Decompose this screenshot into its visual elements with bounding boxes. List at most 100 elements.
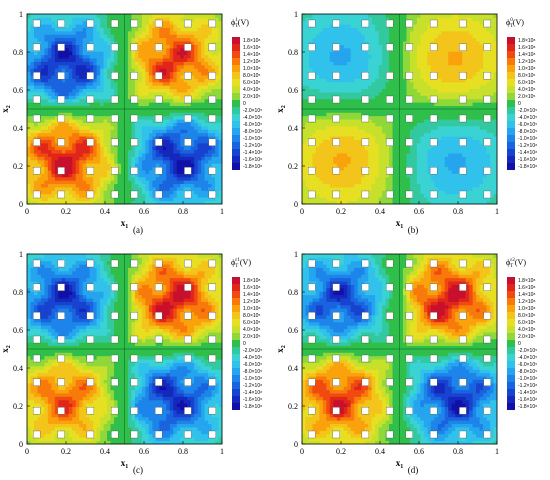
- contour-cell: [141, 180, 146, 185]
- contour-cell: [322, 95, 327, 100]
- contour-cell: [319, 163, 324, 168]
- contour-cell: [30, 68, 35, 73]
- contour-cell: [40, 197, 45, 201]
- contour-cell: [183, 122, 188, 127]
- contour-cell: [197, 112, 202, 117]
- inclusion-square: [184, 43, 192, 51]
- contour-cell: [197, 183, 202, 188]
- contour-cell: [44, 92, 49, 96]
- contour-cell: [354, 166, 359, 171]
- contour-cell: [371, 142, 376, 147]
- contour-cell: [194, 142, 199, 147]
- contour-cell: [378, 54, 383, 59]
- contour-cell: [89, 180, 94, 185]
- contour-cell: [176, 146, 181, 151]
- contour-cell: [340, 37, 345, 42]
- contour-cell: [180, 41, 185, 45]
- contour-cell: [402, 170, 407, 174]
- contour-cell: [61, 146, 66, 151]
- contour-cell: [340, 102, 345, 106]
- contour-cell: [127, 37, 132, 42]
- contour-cell: [312, 163, 317, 168]
- contour-cell: [329, 88, 334, 93]
- contour-cell: [333, 17, 338, 22]
- contour-cell: [27, 170, 31, 174]
- contour-cell: [329, 20, 334, 25]
- contour-cell: [204, 54, 209, 59]
- contour-cell: [54, 85, 59, 90]
- contour-cell: [169, 176, 174, 181]
- contour-cell: [152, 105, 157, 110]
- contour-cell: [315, 71, 320, 76]
- contour-cell: [197, 88, 202, 93]
- contour-cell: [96, 142, 101, 147]
- contour-cell: [347, 200, 352, 205]
- contour-cell: [138, 78, 143, 83]
- contour-cell: [68, 159, 73, 164]
- contour-cell: [375, 122, 380, 127]
- contour-cell: [72, 173, 77, 178]
- contour-cell: [194, 176, 199, 181]
- contour-cell: [169, 105, 174, 110]
- contour-cell: [402, 159, 407, 164]
- contour-cell: [124, 51, 129, 56]
- contour-cell: [406, 78, 411, 83]
- contour-cell: [40, 81, 45, 86]
- contour-cell: [79, 78, 84, 83]
- contour-cell: [326, 78, 331, 83]
- contour-cell: [187, 183, 192, 188]
- contour-cell: [79, 183, 84, 188]
- contour-cell: [134, 102, 139, 106]
- contour-cell: [124, 58, 129, 62]
- contour-cell: [389, 41, 393, 45]
- contour-cell: [399, 166, 404, 171]
- contour-cell: [336, 14, 341, 18]
- contour-cell: [340, 81, 345, 86]
- contour-cell: [194, 163, 199, 168]
- contour-cell: [162, 95, 167, 100]
- contour-cell: [110, 146, 115, 151]
- contour-cell: [194, 122, 199, 127]
- contour-cell: [347, 37, 352, 42]
- contour-cell: [138, 47, 143, 52]
- contour-cell: [148, 180, 153, 185]
- contour-cell: [201, 153, 205, 157]
- contour-cell: [40, 173, 45, 178]
- contour-cell: [89, 102, 94, 106]
- contour-cell: [100, 129, 105, 134]
- contour-cell: [187, 54, 192, 59]
- contour-cell: [51, 64, 56, 69]
- contour-cell: [54, 105, 59, 110]
- contour-cell: [336, 197, 341, 201]
- contour-cell: [162, 109, 167, 113]
- contour-cell: [180, 193, 185, 198]
- contour-cell: [176, 197, 181, 201]
- contour-cell: [89, 30, 94, 35]
- contour-cell: [319, 95, 324, 100]
- contour-cell: [322, 136, 327, 140]
- contour-cell: [33, 125, 38, 130]
- contour-cell: [72, 149, 77, 154]
- contour-cell: [173, 122, 178, 127]
- contour-cell: [44, 180, 49, 185]
- contour-cell: [350, 170, 355, 174]
- contour-cell: [402, 197, 407, 201]
- inclusion-square: [154, 19, 163, 28]
- contour-cell: [350, 193, 355, 198]
- contour-cell: [392, 190, 397, 195]
- contour-cell: [333, 81, 338, 86]
- contour-cell: [315, 27, 320, 32]
- contour-cell: [176, 88, 181, 93]
- contour-cell: [392, 159, 397, 164]
- contour-cell: [319, 153, 324, 157]
- contour-cell: [368, 68, 373, 73]
- contour-cell: [72, 92, 77, 96]
- contour-cell: [343, 109, 348, 113]
- contour-cell: [201, 92, 205, 96]
- contour-cell: [37, 78, 42, 83]
- contour-cell: [347, 34, 352, 39]
- contour-cell: [162, 163, 167, 168]
- contour-cell: [155, 41, 160, 45]
- contour-cell: [211, 173, 216, 178]
- contour-cell: [197, 71, 202, 76]
